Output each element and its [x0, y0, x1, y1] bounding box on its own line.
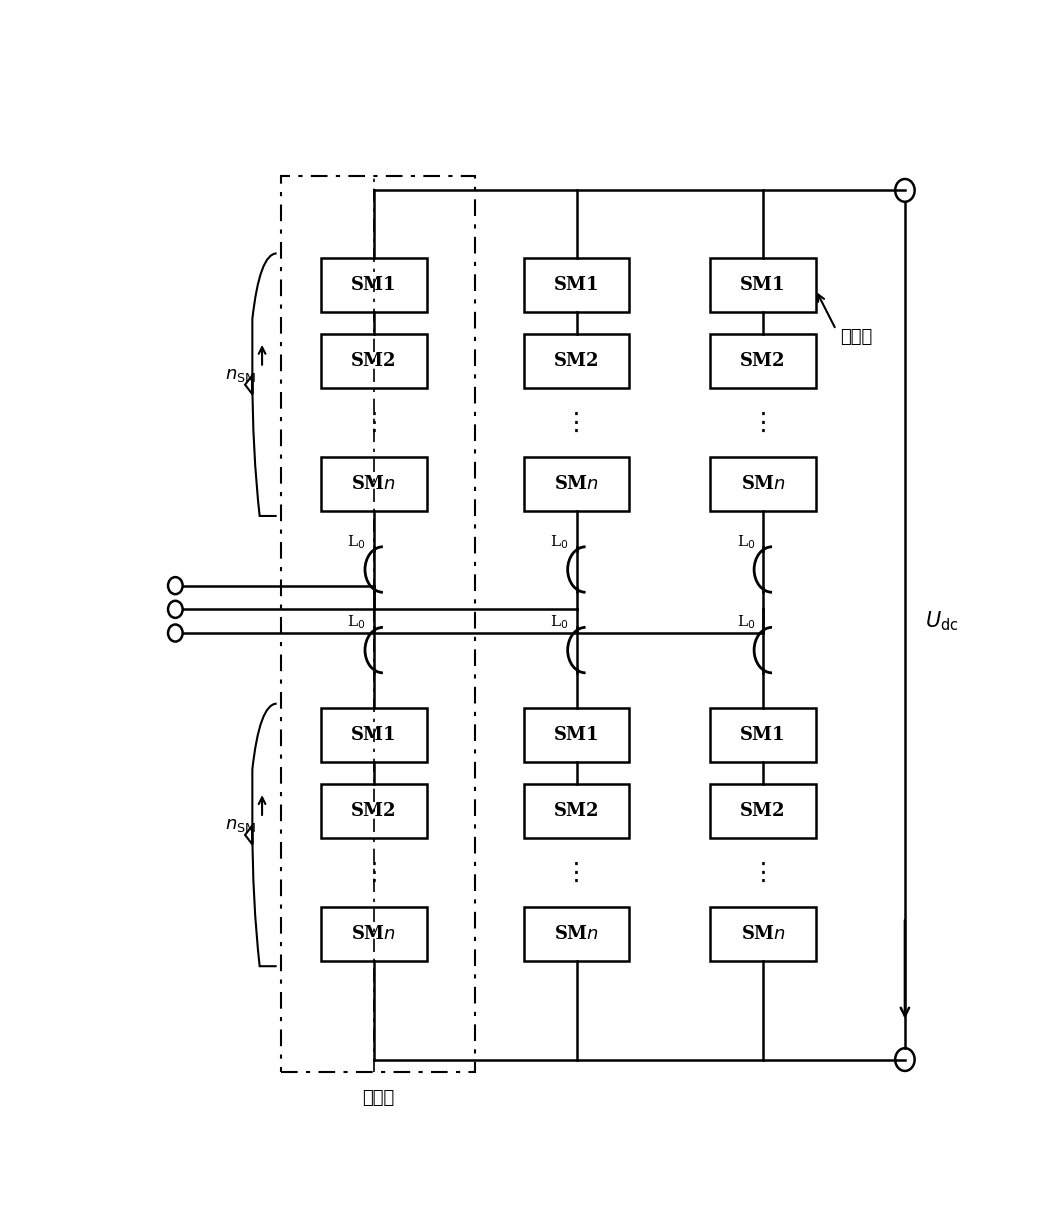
Bar [524, 708, 630, 762]
Bar [524, 784, 630, 838]
Text: L$_0$: L$_0$ [347, 533, 366, 550]
Text: ⋮: ⋮ [362, 411, 386, 435]
Bar [321, 334, 427, 388]
Text: SM$n$: SM$n$ [351, 475, 396, 494]
Bar [710, 784, 816, 838]
Bar [710, 457, 816, 511]
Text: $U_{\rm dc}$: $U_{\rm dc}$ [925, 609, 959, 634]
Text: SM$n$: SM$n$ [741, 475, 786, 494]
Circle shape [168, 624, 183, 641]
Circle shape [168, 601, 183, 618]
Text: L$_0$: L$_0$ [550, 533, 569, 550]
Text: SM1: SM1 [351, 726, 396, 745]
Bar [524, 334, 630, 388]
Text: ⋮: ⋮ [751, 411, 775, 435]
Text: $n_{\rm SM}$: $n_{\rm SM}$ [225, 366, 255, 384]
Text: SM2: SM2 [554, 803, 599, 820]
Circle shape [168, 577, 183, 595]
Text: L$_0$: L$_0$ [347, 613, 366, 632]
Text: SM2: SM2 [351, 803, 396, 820]
Text: ⋮: ⋮ [751, 860, 775, 885]
Text: 子模块: 子模块 [840, 329, 872, 346]
Text: ⋮: ⋮ [564, 860, 589, 885]
Bar [524, 259, 630, 313]
Text: L$_0$: L$_0$ [736, 613, 755, 632]
Bar [321, 784, 427, 838]
Bar [710, 334, 816, 388]
Circle shape [895, 1049, 914, 1071]
Text: $n_{\rm SM}$: $n_{\rm SM}$ [225, 816, 255, 835]
Bar [321, 259, 427, 313]
Bar [710, 907, 816, 961]
Bar [710, 259, 816, 313]
Text: SM2: SM2 [351, 352, 396, 371]
Text: SM2: SM2 [554, 352, 599, 371]
Bar [321, 907, 427, 961]
Text: 相单元: 相单元 [362, 1089, 394, 1107]
Text: SM$n$: SM$n$ [741, 926, 786, 943]
Text: SM1: SM1 [351, 276, 396, 294]
Text: SM1: SM1 [554, 726, 599, 745]
Text: SM$n$: SM$n$ [554, 475, 599, 494]
Text: SM2: SM2 [741, 352, 786, 371]
Bar [280, 176, 475, 1072]
Bar [524, 907, 630, 961]
Text: ⋮: ⋮ [564, 411, 589, 435]
Text: ⋮: ⋮ [362, 860, 386, 885]
Bar [321, 708, 427, 762]
Text: SM$n$: SM$n$ [554, 926, 599, 943]
Text: L$_0$: L$_0$ [736, 533, 755, 550]
Text: L$_0$: L$_0$ [550, 613, 569, 632]
Bar [321, 457, 427, 511]
Bar [710, 708, 816, 762]
Text: SM$n$: SM$n$ [351, 926, 396, 943]
Circle shape [895, 178, 914, 202]
Bar [524, 457, 630, 511]
Text: SM1: SM1 [554, 276, 599, 294]
Text: SM1: SM1 [741, 276, 786, 294]
Text: SM2: SM2 [741, 803, 786, 820]
Text: SM1: SM1 [741, 726, 786, 745]
